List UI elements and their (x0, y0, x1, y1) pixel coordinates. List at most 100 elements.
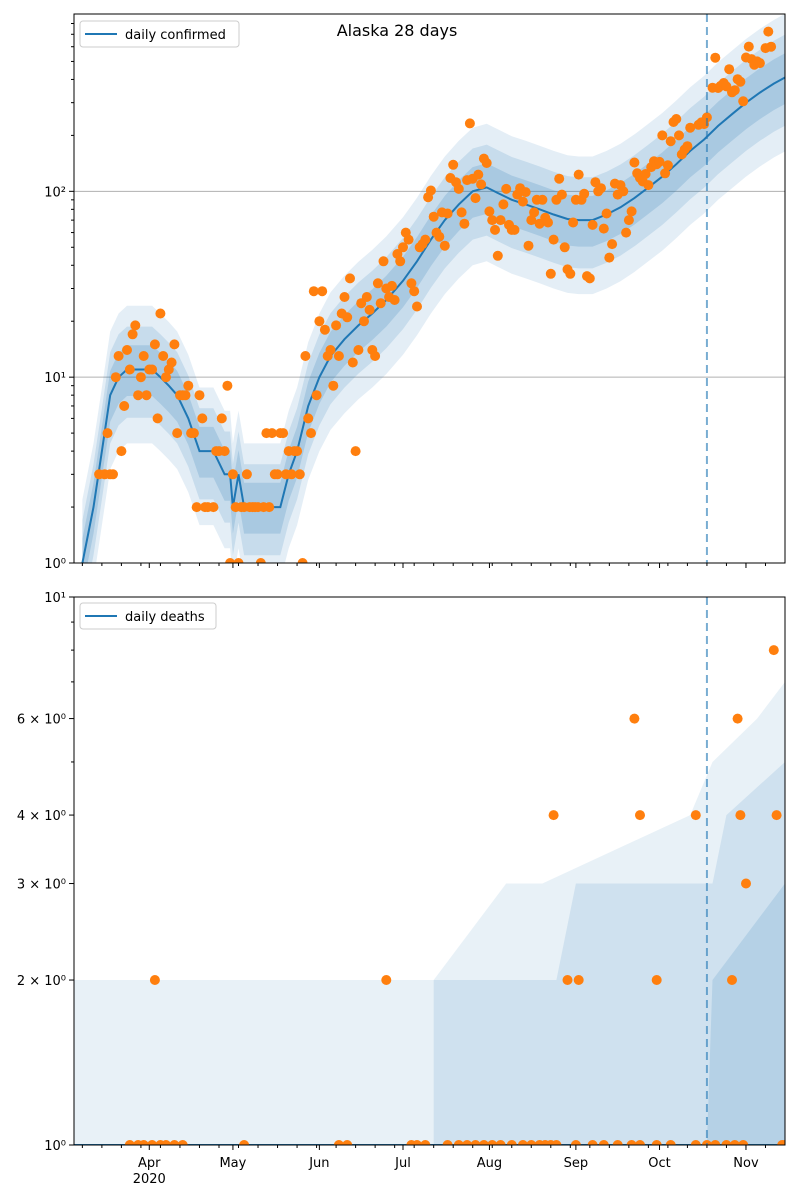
data-point (721, 1140, 732, 1145)
data-point (194, 390, 205, 401)
data-point (568, 217, 579, 228)
data-point (386, 280, 397, 291)
data-point (543, 217, 553, 228)
data-point (233, 558, 244, 563)
data-point (729, 1140, 740, 1145)
data-point (130, 320, 141, 331)
data-point (763, 26, 774, 37)
y-axis-ticks: 10⁰ 2 × 10⁰ 3 × 10⁰ 4 × 10⁰ 6 × 10⁰ 10¹ (17, 591, 74, 1154)
data-point (286, 469, 297, 480)
data-point (177, 1140, 188, 1145)
data-point (412, 1140, 422, 1145)
data-point (264, 502, 275, 513)
data-point (729, 85, 740, 96)
data-point (710, 1140, 721, 1145)
data-point (701, 1140, 712, 1145)
legend-box (79, 20, 240, 48)
y-tick-label: 10¹ (44, 371, 66, 386)
data-point (138, 351, 149, 361)
data-point (347, 357, 358, 368)
data-point (241, 469, 252, 480)
data-point (219, 446, 230, 457)
data-point (372, 278, 383, 289)
legend-label: daily confirmed (125, 28, 226, 43)
data-point (520, 187, 531, 198)
data-point (690, 1140, 701, 1145)
x-tick-label: Jun (308, 1156, 329, 1171)
data-point (331, 320, 342, 331)
plot-frame (73, 596, 786, 1146)
data-point (498, 199, 509, 210)
data-point (113, 351, 124, 361)
y-tick-label: 2 × 10⁰ (17, 974, 66, 989)
data-point (559, 242, 570, 253)
data-point (768, 645, 779, 656)
data-point (122, 345, 132, 355)
data-point (754, 58, 765, 69)
data-point (635, 1140, 645, 1145)
data-point (657, 130, 668, 141)
data-point (412, 301, 422, 312)
data-point (685, 122, 696, 133)
data-point (456, 207, 467, 218)
data-point (501, 183, 512, 194)
data-point (124, 1140, 135, 1145)
data-point (462, 1140, 473, 1145)
data-point (743, 41, 754, 52)
data-point (306, 428, 316, 439)
data-point (138, 1140, 149, 1145)
data-point (495, 215, 506, 226)
data-point (448, 159, 459, 170)
data-point (141, 390, 152, 401)
data-point (345, 273, 355, 284)
data-point (621, 227, 632, 238)
data-point (643, 180, 654, 191)
data-point (381, 975, 392, 985)
data-point (453, 183, 464, 194)
y-tick-label: 10² (44, 185, 66, 200)
data-point (188, 428, 199, 439)
data-point (317, 286, 328, 297)
data-point (651, 1140, 662, 1145)
legend: daily confirmed (79, 20, 240, 48)
data-point (654, 156, 665, 167)
x-tick-year-label: 2020 (133, 1172, 166, 1187)
data-point (635, 810, 645, 821)
data-point (342, 1140, 353, 1145)
data-point (311, 390, 322, 401)
data-point (490, 224, 500, 235)
data-point (481, 158, 492, 168)
data-point (554, 173, 565, 184)
data-point (570, 1140, 581, 1145)
data-point (738, 1140, 749, 1145)
data-point (110, 372, 121, 383)
data-point (135, 372, 146, 383)
data-point (333, 351, 344, 361)
data-point (487, 215, 498, 226)
data-point (239, 1140, 250, 1145)
data-point (292, 446, 303, 457)
data-point (378, 256, 389, 267)
y-tick-label: 4 × 10⁰ (17, 809, 66, 824)
data-point (191, 502, 202, 513)
legend: daily deaths (79, 602, 217, 630)
x-axis-ticks (81, 1145, 766, 1150)
data-point (651, 975, 662, 985)
y-tick-label: 6 × 10⁰ (17, 713, 66, 728)
data-point (470, 193, 481, 204)
data-point (442, 208, 453, 219)
data-point (216, 413, 227, 424)
deaths-panel: 10⁰ 2 × 10⁰ 3 × 10⁰ 4 × 10⁰ 6 × 10⁰ 10¹ daily… (17, 591, 786, 1187)
data-point (169, 1140, 180, 1145)
data-point (690, 810, 701, 821)
data-point (222, 380, 233, 391)
data-point (626, 206, 637, 217)
data-point (409, 286, 420, 297)
data-point (333, 1140, 344, 1145)
data-point (303, 413, 314, 424)
data-point (701, 112, 712, 123)
data-point (464, 118, 475, 129)
data-point (548, 234, 559, 245)
